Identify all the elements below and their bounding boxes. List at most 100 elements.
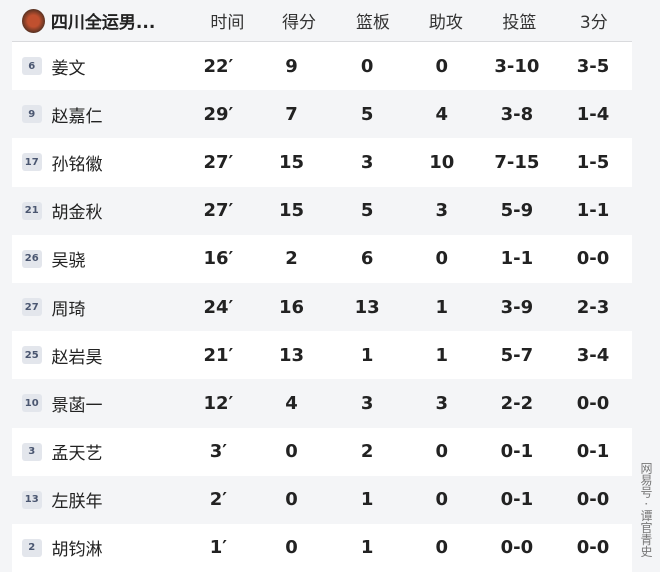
col-rebounds[interactable]: 篮板 [355,13,390,33]
stat-3pt: 0-0 [576,248,610,270]
stat-rebounds: 5 [360,103,374,125]
stat-points: 0 [285,441,298,463]
stat-3pt: 3-4 [576,344,610,366]
stat-rebounds: 3 [360,392,374,414]
stat-rebounds: 1 [360,537,374,559]
stat-points: 16 [278,296,305,318]
stat-rebounds: 3 [360,151,374,173]
stat-assists: 1 [435,296,449,318]
stat-minutes: 27′ [203,151,234,173]
stat-minutes: 16′ [203,248,234,270]
stat-3pt: 0-0 [576,489,610,511]
col-assists[interactable]: 助攻 [428,13,463,33]
stat-fg: 0-0 [500,537,534,559]
stat-assists: 3 [435,392,449,414]
stat-rebounds: 0 [360,55,374,77]
player-row[interactable]: 26 吴骁 16′ 2 6 0 1-1 0-0 [12,234,632,283]
table-header: 四川全运男... 时间 得分 篮板 助攻 投篮 3分 [12,0,632,42]
player-name[interactable]: 孟天艺 [51,444,103,465]
col-fg[interactable]: 投篮 [502,13,537,33]
stat-fg: 3-9 [500,296,534,318]
stat-fg: 5-7 [500,344,534,366]
stat-minutes: 22′ [203,55,234,77]
col-minutes[interactable]: 时间 [210,13,245,33]
player-row[interactable]: 10 景菡一 12′ 4 3 3 2-2 0-0 [12,379,632,428]
stat-fg: 0-1 [500,489,534,511]
stat-points: 13 [278,344,305,366]
player-name[interactable]: 吴骁 [51,251,86,272]
stat-rebounds: 6 [360,248,374,270]
player-rows: 6 姜文 22′ 9 0 0 3-10 3-5 9 赵嘉仁 29′ 7 5 4 3-8 1-4 17 孙铭徽 27′… [0,42,660,572]
stat-minutes: 29′ [203,103,234,125]
stat-minutes: 27′ [203,200,234,222]
player-row[interactable]: 3 孟天艺 3′ 0 2 0 0-1 0-1 [12,427,632,476]
jersey-number: 3 [22,442,42,461]
player-name[interactable]: 周琦 [51,299,86,320]
jersey-number: 25 [22,346,42,365]
jersey-number: 13 [22,490,42,509]
stat-minutes: 12′ [203,392,234,414]
stat-assists: 4 [435,103,449,125]
stat-3pt: 0-0 [576,392,610,414]
jersey-number: 9 [22,105,42,124]
stat-minutes: 3′ [209,441,227,463]
jersey-number: 27 [22,298,42,317]
player-row[interactable]: 17 孙铭徽 27′ 15 3 10 7-15 1-5 [12,138,632,187]
jersey-number: 21 [22,201,42,220]
player-name[interactable]: 姜文 [51,58,86,79]
stat-points: 2 [285,248,298,270]
stat-assists: 0 [435,441,449,463]
stat-assists: 1 [435,344,449,366]
player-row[interactable]: 2 胡钧淋 1′ 0 1 0 0-0 0-0 [12,523,632,572]
stat-3pt: 1-4 [576,103,610,125]
stat-fg: 5-9 [500,200,534,222]
player-name[interactable]: 胡金秋 [51,203,103,224]
stat-fg: 2-2 [500,392,534,414]
stat-assists: 0 [435,55,449,77]
player-row[interactable]: 21 胡金秋 27′ 15 5 3 5-9 1-1 [12,186,632,235]
team-name: 四川全运男... [50,13,156,33]
stat-minutes: 21′ [203,344,234,366]
stat-minutes: 2′ [209,489,227,511]
player-name[interactable]: 胡钧淋 [51,540,103,561]
stat-fg: 3-10 [494,55,540,77]
stat-3pt: 0-1 [576,441,610,463]
stat-assists: 3 [435,200,449,222]
player-row[interactable]: 25 赵岩昊 21′ 13 1 1 5-7 3-4 [12,331,632,380]
stat-rebounds: 1 [360,344,374,366]
stat-rebounds: 2 [360,441,374,463]
stat-assists: 0 [435,248,449,270]
stat-3pt: 2-3 [576,296,610,318]
stat-fg: 7-15 [494,151,540,173]
player-row[interactable]: 6 姜文 22′ 9 0 0 3-10 3-5 [12,42,632,91]
stat-3pt: 1-1 [576,200,610,222]
player-name[interactable]: 景菡一 [51,395,103,416]
player-name[interactable]: 左朕年 [51,492,103,513]
stat-fg: 3-8 [500,103,534,125]
stat-assists: 0 [435,537,449,559]
stat-rebounds: 13 [354,296,380,318]
stat-rebounds: 1 [360,489,374,511]
stat-points: 0 [285,537,298,559]
jersey-number: 2 [22,538,42,557]
stat-points: 9 [285,55,298,77]
col-3pt[interactable]: 3分 [579,13,608,33]
stat-3pt: 1-5 [576,151,610,173]
jersey-number: 10 [22,394,42,413]
player-row[interactable]: 13 左朕年 2′ 0 1 0 0-1 0-0 [12,475,632,524]
stat-rebounds: 5 [360,200,374,222]
stat-points: 0 [285,489,298,511]
player-row[interactable]: 27 周琦 24′ 16 13 1 3-9 2-3 [12,282,632,332]
stat-points: 7 [285,103,298,125]
player-name[interactable]: 赵岩昊 [51,347,103,368]
player-row[interactable]: 9 赵嘉仁 29′ 7 5 4 3-8 1-4 [12,90,632,139]
player-name[interactable]: 孙铭徽 [51,154,103,175]
jersey-number: 26 [22,249,42,268]
col-points[interactable]: 得分 [281,13,316,33]
stat-minutes: 1′ [209,537,227,559]
stat-minutes: 24′ [203,296,234,318]
player-name[interactable]: 赵嘉仁 [51,106,103,127]
watermark: 网易号 · 谭官青史 [639,461,653,557]
stat-3pt: 0-0 [576,537,610,559]
team-logo [22,8,45,33]
